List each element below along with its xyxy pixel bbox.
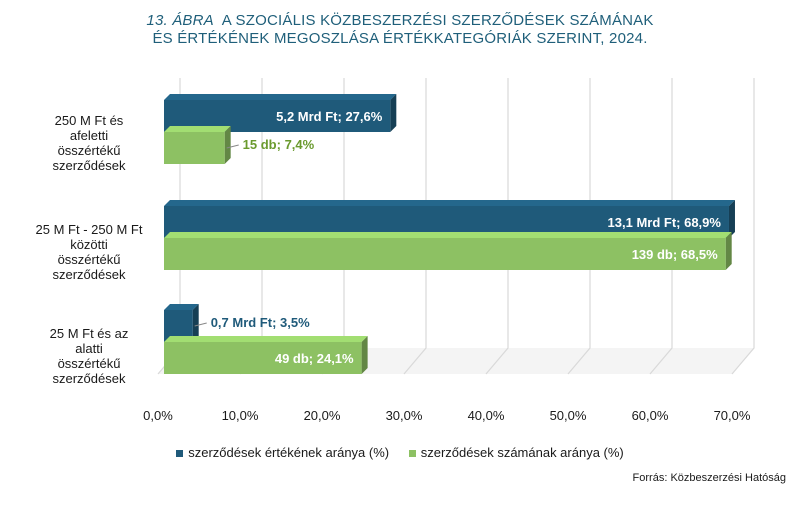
x-tick-label-1: 10,0%: [222, 408, 259, 423]
legend-item-value: szerződések értékének aránya (%): [176, 445, 389, 460]
figure-label: 13. ÁBRA: [146, 12, 214, 29]
category-label-line: szerződések: [52, 158, 126, 173]
gridline-5: [567, 78, 591, 375]
legend-swatch-value: [176, 450, 184, 458]
category-label-line: afeletti: [69, 128, 109, 143]
bar-side-s1-c2: [361, 336, 368, 374]
bar-top-s1-c0: [164, 126, 231, 132]
category-label-line: szerződések: [52, 267, 126, 282]
legend: szerződések értékének aránya (%) szerződ…: [0, 445, 800, 460]
x-tick-label-4: 40,0%: [468, 408, 505, 423]
bar-s1-c0: [164, 132, 225, 164]
x-tick-label-2: 20,0%: [304, 408, 341, 423]
data-label-s0-c0: 5,2 Mrd Ft; 27,6%: [276, 109, 383, 124]
gridline-3: [403, 78, 427, 375]
bar-side-s0-c2: [192, 304, 199, 342]
category-label-2: 25 M Ft és az alatti összértékű szerződések: [20, 326, 158, 386]
category-label-line: 25 M Ft - 250 M Ft: [35, 222, 143, 237]
data-label-s1-c2: 49 db; 24,1%: [275, 351, 354, 366]
leader-line-s1-c0: [226, 144, 239, 149]
x-tick-label-7: 70,0%: [714, 408, 751, 423]
bar-top-s1-c2: [164, 336, 368, 342]
category-label-line: alatti: [75, 341, 103, 356]
legend-label-value: szerződések értékének aránya (%): [188, 445, 390, 460]
x-tick-label-3: 30,0%: [386, 408, 423, 423]
data-label-s1-c1: 139 db; 68,5%: [632, 247, 718, 262]
category-label-line: szerződések: [52, 371, 126, 386]
category-label-1: 25 M Ft - 250 M Ft közötti összértékű szerz…: [20, 222, 158, 282]
bar-top-s0-c0: [164, 94, 397, 100]
gridline-7: [731, 78, 755, 375]
category-label-0: 250 M Ft és afeletti összértékű szerződések: [20, 113, 158, 173]
bar-side-s0-c0: [390, 94, 397, 132]
bar-top-s1-c1: [164, 232, 732, 238]
category-label-line: 25 M Ft és az: [49, 326, 129, 341]
chart-title: 13. ÁBRA A SZOCIÁLIS KÖZBESZERZÉSI SZERZ…: [0, 12, 800, 48]
x-tick-label-6: 60,0%: [632, 408, 669, 423]
bar-s1-c2: [164, 342, 362, 374]
source-note: Forrás: Közbeszerzési Hatóság: [632, 472, 786, 484]
category-label-line: összértékű: [57, 356, 121, 371]
category-label-line: közötti: [70, 237, 108, 252]
x-tick-label-0: 0,0%: [143, 408, 173, 423]
x-tick-label-5: 50,0%: [550, 408, 587, 423]
leader-line-s0-c2: [194, 322, 207, 327]
category-label-line: összértékű: [57, 143, 121, 158]
bar-side-s1-c1: [725, 232, 732, 270]
gridline-6: [649, 78, 673, 375]
legend-item-count: szerződések számának aránya (%): [408, 445, 624, 460]
data-label-s0-c2: 0,7 Mrd Ft; 3,5%: [211, 315, 310, 330]
legend-label-count: szerződések számának aránya (%): [420, 445, 624, 460]
title-line-2: ÉS ÉRTÉKÉNEK MEGOSZLÁSA ÉRTÉKKATEGÓRIÁK …: [152, 30, 648, 47]
bar-side-s0-c1: [728, 200, 735, 238]
gridline-4: [485, 78, 509, 375]
category-label-line: 250 M Ft és: [54, 113, 124, 128]
bar-top-s0-c2: [164, 304, 199, 310]
data-label-s1-c0: 15 db; 7,4%: [243, 137, 315, 152]
bar-top-s0-c1: [164, 200, 735, 206]
title-line-1: A SZOCIÁLIS KÖZBESZERZÉSI SZERZŐDÉSEK SZ…: [221, 12, 654, 29]
legend-swatch-count: [408, 450, 416, 458]
bar-side-s1-c0: [224, 126, 231, 164]
category-label-line: összértékű: [57, 252, 121, 267]
bar-s1-c1: [164, 238, 726, 270]
data-label-s0-c1: 13,1 Mrd Ft; 68,9%: [608, 215, 722, 230]
